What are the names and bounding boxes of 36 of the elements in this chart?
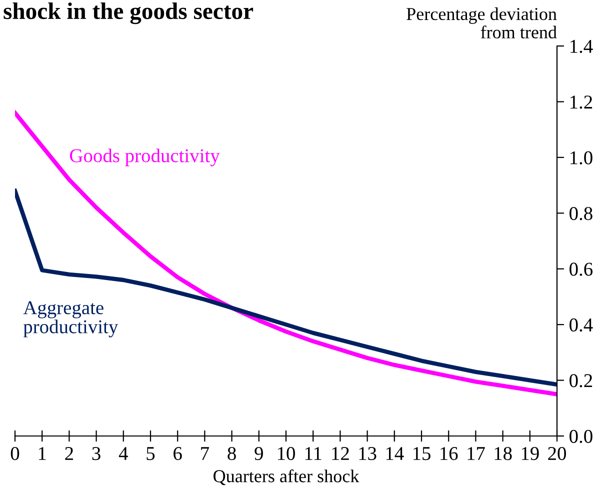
y-axis-title: Percentage deviation from trend [406,7,557,38]
x-tick-label: 10 [278,446,295,460]
chart-title: shock in the goods sector [4,2,254,24]
x-tick-label: 5 [146,447,155,460]
series-label: Aggregate productivity [23,301,118,338]
x-tick-label: 3 [92,447,100,460]
y-tick-label: 0.4 [570,318,593,332]
y-tick-label: 0.0 [570,430,592,444]
x-tick-label: 7 [201,447,209,460]
x-tick-label: 4 [118,447,128,460]
y-tick-label: 1.4 [570,40,593,54]
y-tick-label: 1.2 [570,96,592,109]
x-tick-label: 15 [413,447,430,460]
line-series [15,110,557,396]
x-tick-label: 13 [359,447,376,460]
x-tick-label: 9 [254,447,263,460]
y-tick-label: 1.0 [570,151,592,164]
x-tick-label: 16 [440,447,458,460]
x-tick-label: 20 [548,446,566,460]
x-tick-label: 19 [522,447,539,460]
y-tick-label: 0.8 [570,206,592,220]
x-tick-label: 18 [494,446,512,460]
x-tick-label: 1 [38,447,46,460]
line-series [15,188,557,387]
y-tick-label: 0.2 [570,374,592,388]
x-tick-label: 6 [174,447,182,460]
x-tick-label: 11 [305,447,322,460]
x-tick-label: 14 [386,447,404,460]
x-tick-label: 12 [332,447,349,460]
x-axis-title: Quarters after shock [214,469,360,486]
x-tick-label: 17 [468,447,485,460]
y-tick-label: 0.6 [570,262,593,276]
x-tick-label: 8 [228,446,236,460]
x-tick-label: 0 [10,446,20,460]
series-label: Goods productivity [70,148,220,166]
x-tick-label: 2 [65,447,73,460]
